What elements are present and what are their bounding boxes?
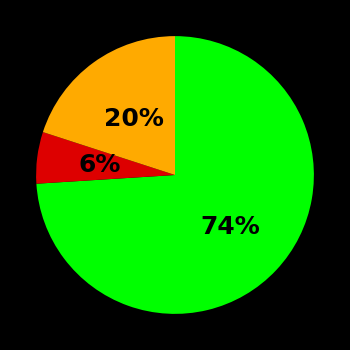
Text: 74%: 74% [201,215,260,239]
Wedge shape [36,132,175,184]
Wedge shape [43,36,175,175]
Text: 6%: 6% [78,153,120,177]
Wedge shape [36,36,314,314]
Text: 20%: 20% [104,107,164,131]
